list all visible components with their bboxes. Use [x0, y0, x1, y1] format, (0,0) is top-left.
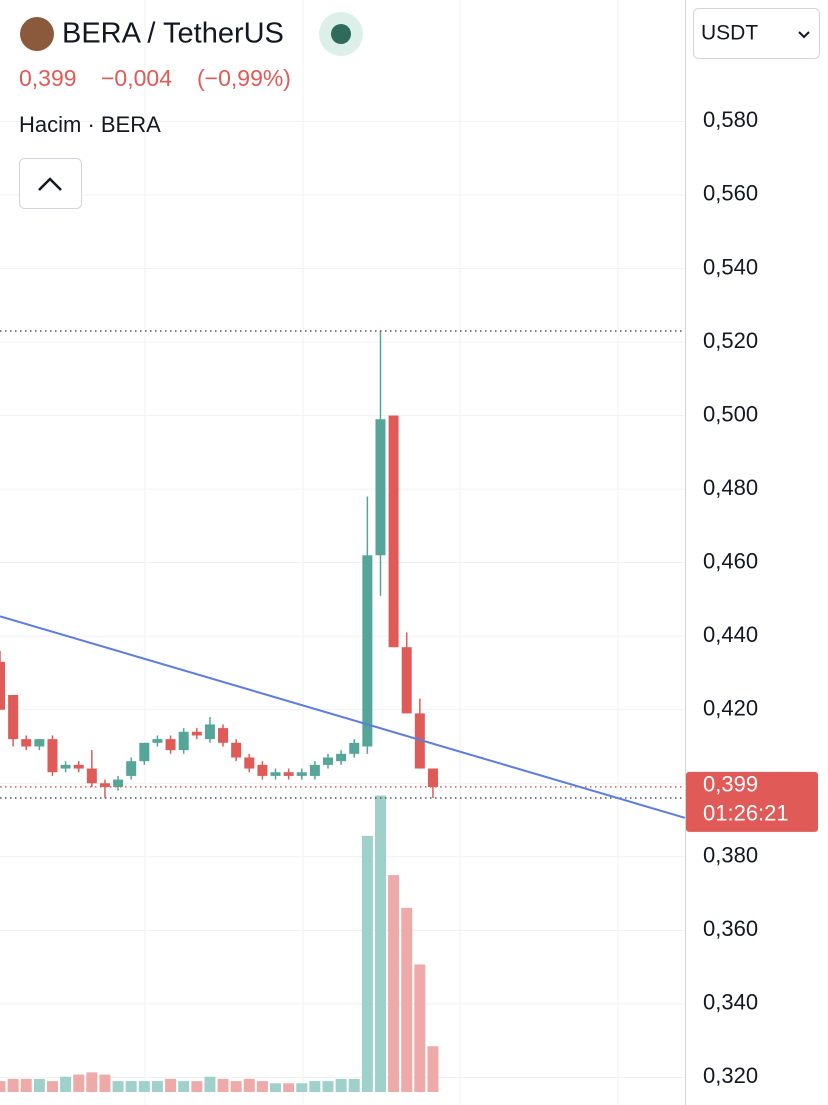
- y-tick-label: 0,380: [703, 843, 758, 868]
- candle-body: [283, 772, 294, 776]
- volume-bar: [33, 1078, 45, 1092]
- candle-body: [191, 731, 202, 736]
- volume-label: Hacim · BERA: [19, 112, 161, 137]
- candle-body: [204, 724, 215, 740]
- volume-bar: [86, 1072, 98, 1092]
- y-tick-label: 0,560: [703, 181, 758, 206]
- volume-bar: [388, 875, 400, 1092]
- change: −0,004: [101, 65, 172, 91]
- y-tick-label: 0,540: [703, 254, 758, 279]
- volume-bar: [178, 1081, 190, 1092]
- volume-bar: [151, 1081, 163, 1092]
- change-pct: (−0,99%): [197, 65, 291, 91]
- y-tick-label: 0,580: [703, 107, 758, 132]
- candle-body: [414, 713, 425, 769]
- price: 0,399: [19, 65, 77, 91]
- candle-body: [178, 731, 189, 751]
- volume-bar: [0, 1081, 6, 1092]
- volume-bar: [46, 1081, 58, 1092]
- volume-bar: [204, 1076, 216, 1092]
- price-tag-countdown: 01:26:21: [703, 801, 789, 826]
- candle-body: [60, 764, 71, 769]
- candle-body: [47, 739, 58, 773]
- volume-bar: [60, 1076, 72, 1092]
- candle-body: [139, 742, 150, 762]
- volume-bar: [99, 1074, 111, 1092]
- volume-bar: [73, 1074, 85, 1092]
- volume-bar: [125, 1081, 137, 1092]
- status-dot: [331, 24, 351, 44]
- candle-body: [349, 742, 360, 754]
- candle-body: [21, 739, 32, 747]
- volume-bar: [309, 1081, 321, 1092]
- y-tick-label: 0,500: [703, 401, 758, 426]
- collapse-button[interactable]: [19, 158, 82, 209]
- dropdown-icon: [798, 31, 810, 39]
- volume-bar: [374, 795, 386, 1092]
- volume-bar: [7, 1078, 19, 1092]
- candle-body: [165, 739, 176, 751]
- volume-bar: [296, 1083, 308, 1092]
- symbol-title: BERA / TetherUS: [62, 18, 284, 50]
- volume-bar: [217, 1078, 229, 1092]
- candle-body: [244, 757, 255, 769]
- volume-bar: [191, 1081, 203, 1092]
- currency-dropdown[interactable]: [693, 8, 820, 59]
- y-tick-label: 0,440: [703, 622, 758, 647]
- y-tick-label: 0,480: [703, 475, 758, 500]
- candle-body: [309, 764, 320, 776]
- volume-bar: [414, 964, 426, 1092]
- volume-bar: [427, 1046, 439, 1092]
- candle-body: [231, 742, 242, 758]
- volume-bar: [335, 1078, 347, 1092]
- symbol-icon: [20, 17, 54, 51]
- volume-bar: [348, 1078, 360, 1092]
- volume-bar: [138, 1081, 150, 1092]
- volume-bar: [270, 1083, 282, 1092]
- volume-bar: [165, 1078, 177, 1092]
- caret-icon: [38, 177, 62, 191]
- candle-body: [152, 739, 163, 743]
- volume-bar: [20, 1078, 32, 1092]
- trend-line: [0, 615, 686, 819]
- candle-body: [8, 695, 19, 740]
- volume-bar: [256, 1081, 268, 1092]
- candle-body: [113, 779, 124, 787]
- candle-body: [323, 757, 333, 765]
- candle-body: [362, 555, 373, 747]
- candle-body: [336, 753, 347, 762]
- candle-body: [0, 661, 5, 710]
- candle-body: [99, 783, 110, 787]
- currency: USDT: [701, 22, 758, 45]
- candle-body: [126, 761, 137, 776]
- volume-bar: [283, 1083, 295, 1092]
- price-tag: [686, 771, 818, 832]
- candle-body: [73, 764, 84, 769]
- candle-body: [257, 764, 268, 776]
- candle-body: [401, 647, 412, 714]
- candle-body: [218, 728, 229, 743]
- volume-bar: [230, 1081, 242, 1092]
- candle-body: [34, 739, 45, 747]
- candle-body: [388, 415, 399, 648]
- candle-body: [427, 768, 438, 787]
- y-tick-label: 0,340: [703, 990, 758, 1015]
- volume-bar: [401, 907, 413, 1092]
- price-tag-value: 0,399: [703, 772, 758, 797]
- y-tick-label: 0,520: [703, 328, 758, 353]
- y-tick-label: 0,320: [703, 1063, 758, 1088]
- candle-body: [86, 768, 97, 784]
- candle-body: [296, 772, 307, 776]
- volume-bar: [243, 1078, 255, 1092]
- candle-body: [375, 419, 386, 556]
- volume-bar: [361, 835, 373, 1092]
- y-tick-label: 0,360: [703, 916, 758, 941]
- volume-bar: [112, 1081, 124, 1092]
- y-tick-label: 0,460: [703, 548, 758, 573]
- candle-body: [270, 772, 281, 776]
- volume-bar: [322, 1081, 334, 1092]
- y-tick-label: 0,420: [703, 696, 758, 721]
